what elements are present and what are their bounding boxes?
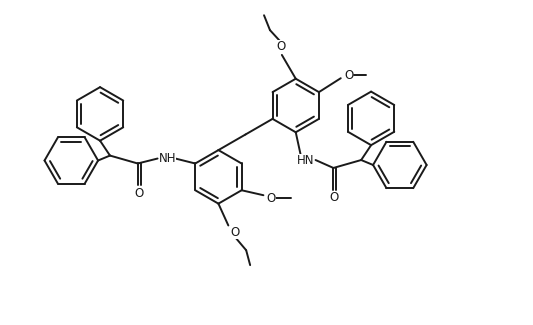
Text: O: O	[276, 41, 286, 54]
Text: O: O	[344, 69, 353, 82]
Text: HN: HN	[297, 153, 314, 166]
Text: O: O	[134, 187, 143, 200]
Text: O: O	[231, 226, 240, 239]
Text: O: O	[266, 192, 276, 205]
Text: O: O	[330, 191, 339, 204]
Text: NH: NH	[159, 152, 176, 165]
